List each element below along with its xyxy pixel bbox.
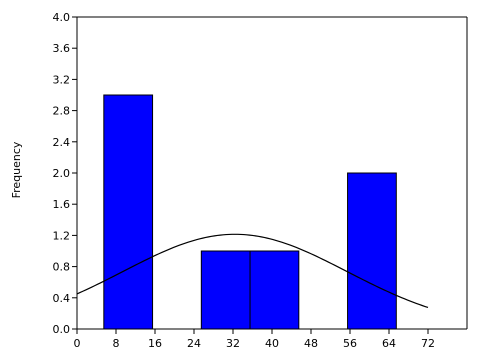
y-tick-label: 1.6: [53, 198, 71, 211]
y-axis-label: Frequency: [10, 141, 23, 198]
y-tick-label: 4.0: [53, 11, 71, 24]
histogram-bars: [103, 94, 397, 330]
x-tick-label: 32: [226, 337, 240, 350]
x-tick-label: 24: [187, 337, 201, 350]
y-tick-label: 3.6: [53, 42, 71, 55]
x-tick-label: 56: [343, 337, 357, 350]
x-tick-label: 72: [421, 337, 435, 350]
histogram-bar: [103, 94, 154, 330]
x-tick-label: 40: [265, 337, 279, 350]
x-tick-label: 0: [74, 337, 81, 350]
x-tick-label: 8: [113, 337, 120, 350]
y-tick-label: 0.4: [53, 292, 71, 305]
histogram-bar: [200, 250, 251, 330]
x-tick-label: 64: [382, 337, 396, 350]
x-tick-label: 16: [148, 337, 162, 350]
normal-curve: [76, 233, 429, 309]
normal-curve-line: [76, 233, 429, 309]
histogram-bar: [249, 250, 300, 330]
histogram-bar: [347, 172, 397, 330]
y-tick-label: 3.2: [53, 73, 71, 86]
tick-labels: 0.0 0.4 0.8 1.2 1.6 2.0 2.4 2.8 3.2 3.6 4.0 0 8 16 24 3…: [53, 11, 436, 350]
y-tick-label: 0.0: [53, 323, 71, 336]
y-tick-label: 2.8: [53, 105, 71, 118]
x-tick-label: 48: [304, 337, 318, 350]
y-tick-label: 0.8: [53, 261, 71, 274]
y-tick-label: 2.4: [53, 136, 71, 149]
y-tick-label: 1.2: [53, 229, 71, 242]
y-tick-label: 2.0: [53, 167, 71, 180]
